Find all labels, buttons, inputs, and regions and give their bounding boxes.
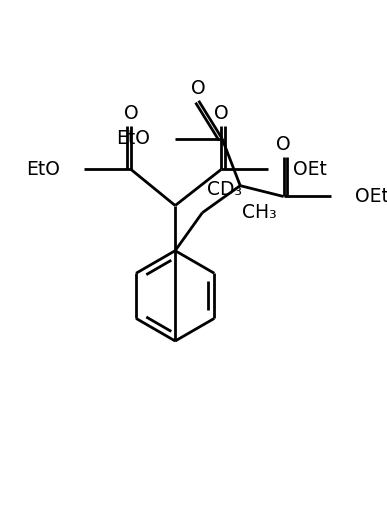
Text: O: O: [191, 79, 206, 98]
Text: O: O: [276, 135, 291, 154]
Text: EtO: EtO: [116, 129, 150, 148]
Text: O: O: [214, 104, 229, 123]
Text: O: O: [123, 104, 138, 123]
Text: CH₃: CH₃: [242, 203, 277, 222]
Text: OEt: OEt: [355, 187, 387, 206]
Text: EtO: EtO: [26, 160, 60, 179]
Text: OEt: OEt: [293, 160, 327, 179]
Text: CD₃: CD₃: [207, 180, 242, 199]
